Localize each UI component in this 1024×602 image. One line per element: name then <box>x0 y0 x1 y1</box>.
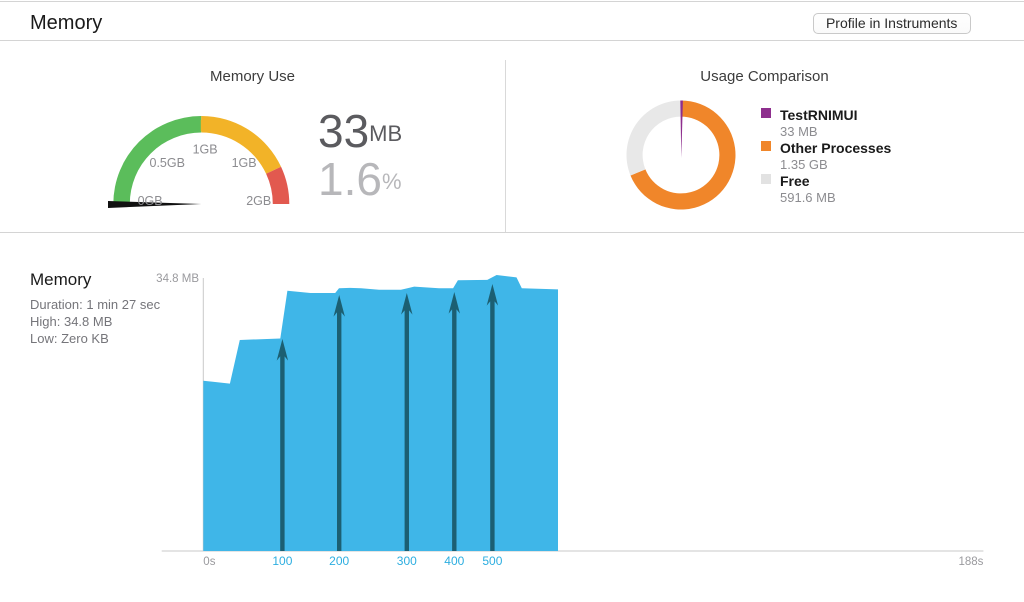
svg-text:300: 300 <box>397 554 417 568</box>
svg-text:100: 100 <box>272 554 292 568</box>
svg-text:0.5GB: 0.5GB <box>150 156 185 170</box>
svg-text:0s: 0s <box>203 556 215 568</box>
svg-text:1GB: 1GB <box>232 156 257 170</box>
svg-text:2GB: 2GB <box>246 194 271 208</box>
svg-text:1GB: 1GB <box>193 143 218 157</box>
svg-text:400: 400 <box>444 554 464 568</box>
svg-text:0GB: 0GB <box>138 194 163 208</box>
svg-text:500: 500 <box>482 554 502 568</box>
svg-text:200: 200 <box>329 554 349 568</box>
svg-text:188s: 188s <box>958 556 983 568</box>
svg-text:34.8 MB: 34.8 MB <box>156 273 199 285</box>
